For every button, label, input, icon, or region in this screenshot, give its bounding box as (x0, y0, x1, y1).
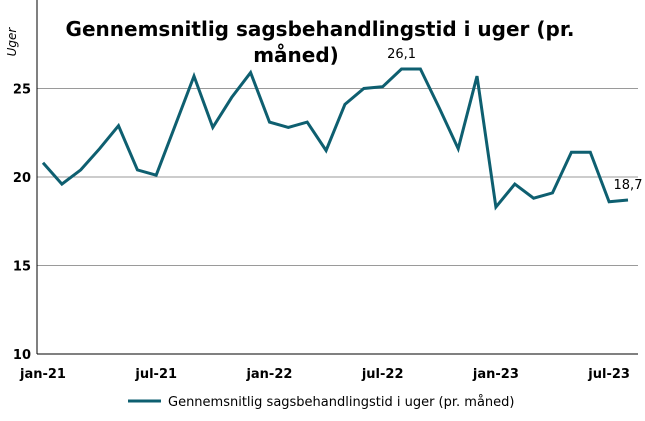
legend: Gennemsnitlig sagsbehandlingstid i uger … (128, 395, 514, 410)
legend-entry: Gennemsnitlig sagsbehandlingstid i uger … (168, 395, 514, 410)
x-tick-label-jan-22: jan-22 (245, 367, 292, 382)
x-tick-label-jan-23: jan-23 (472, 367, 519, 382)
y-tick-label-10: 10 (13, 348, 31, 363)
axes (36, 0, 638, 355)
data-labels: 26,1 18,7 (387, 47, 642, 193)
chart-title-line-2: måned) (253, 43, 339, 67)
x-tick-label-jul-23: jul-23 (587, 367, 630, 382)
data-label-26,1: 26,1 (387, 47, 416, 62)
chart-title-line-1: Gennemsnitlig sagsbehandlingstid i uger … (66, 17, 575, 41)
x-tick-labels: jan-21 jul-21 jan-22 jul-22 jan-23 jul-23 (19, 367, 630, 382)
y-axis-label: Uger (5, 27, 19, 57)
y-tick-label-20: 20 (13, 171, 31, 186)
y-tick-label-15: 15 (13, 260, 31, 275)
data-label-18,7: 18,7 (614, 178, 643, 193)
x-tick-label-jul-21: jul-21 (134, 367, 177, 382)
x-tick-label-jul-22: jul-22 (361, 367, 404, 382)
series-line-0 (41, 67, 629, 211)
x-tick-label-jan-21: jan-21 (19, 367, 66, 382)
series-group (41, 67, 629, 211)
gridlines (37, 88, 638, 266)
y-tick-label-25: 25 (13, 83, 31, 98)
y-tick-labels: 10 15 20 25 (13, 83, 31, 364)
